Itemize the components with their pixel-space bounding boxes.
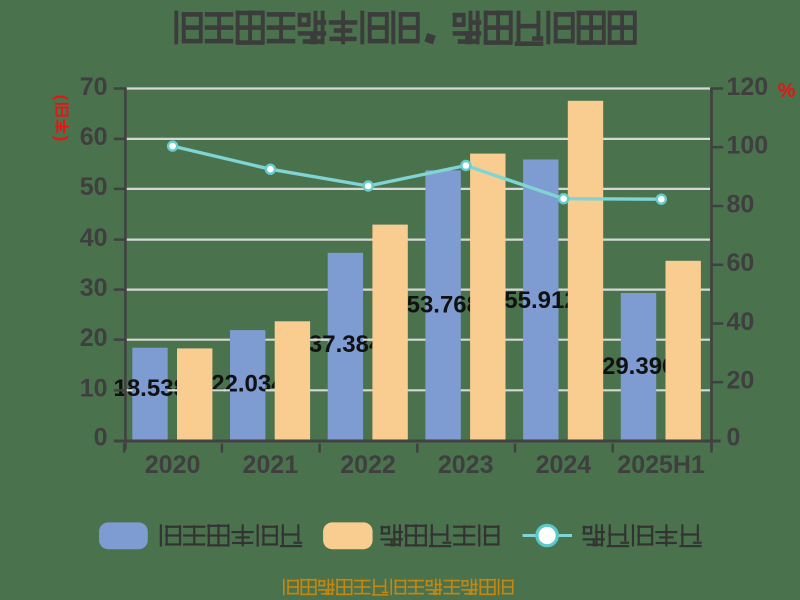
svg-text:0: 0	[727, 424, 741, 452]
svg-text:60: 60	[80, 123, 108, 151]
svg-text:80: 80	[727, 190, 755, 218]
svg-text:70: 70	[80, 73, 108, 101]
svg-text:40: 40	[727, 308, 755, 336]
svg-text:20: 20	[80, 324, 108, 352]
svg-text:0: 0	[94, 423, 108, 451]
svg-text:29.396: 29.396	[602, 353, 675, 380]
svg-text:2023: 2023	[438, 451, 494, 479]
svg-text:60: 60	[727, 249, 755, 277]
svg-text:30: 30	[80, 274, 108, 302]
svg-text:50: 50	[80, 173, 108, 201]
svg-text:2024: 2024	[536, 451, 592, 479]
svg-text:2022: 2022	[340, 451, 396, 479]
svg-text:20: 20	[727, 367, 755, 395]
svg-text:(: (	[52, 95, 71, 101]
svg-text:2021: 2021	[242, 451, 298, 479]
svg-text:2025H1: 2025H1	[617, 451, 705, 479]
svg-text:22.034: 22.034	[211, 371, 285, 398]
svg-text:37.384: 37.384	[309, 331, 383, 358]
svg-text:2020: 2020	[145, 451, 201, 479]
svg-text:%: %	[778, 80, 796, 102]
svg-text:): )	[52, 136, 71, 142]
svg-text:120: 120	[727, 73, 769, 101]
svg-text:10: 10	[80, 375, 108, 403]
svg-text:100: 100	[727, 132, 769, 160]
svg-text:40: 40	[80, 224, 108, 252]
svg-text:55.912: 55.912	[504, 287, 577, 314]
svg-text:53.768: 53.768	[407, 291, 480, 318]
